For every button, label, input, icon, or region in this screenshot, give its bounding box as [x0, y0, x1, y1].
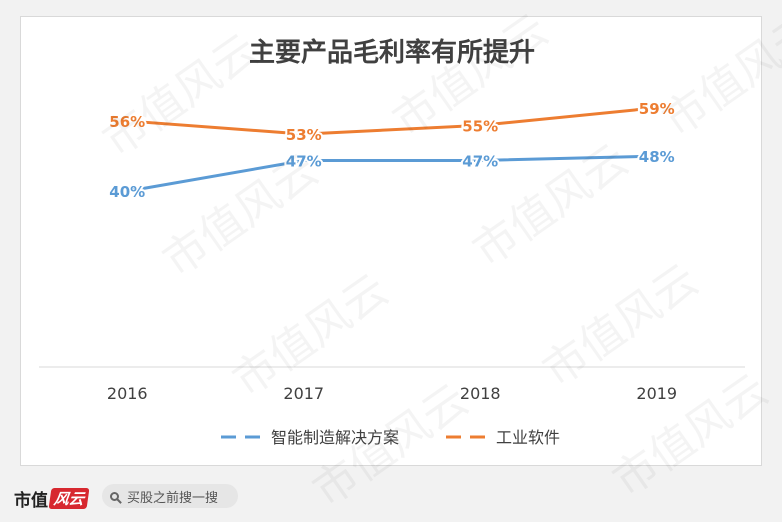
brand-logo[interactable]: 市值 风云: [14, 486, 90, 511]
data-label: 48%: [639, 148, 675, 166]
series-line-0: [126, 154, 657, 193]
logo-text: 市值: [14, 491, 48, 511]
series-line-1: [127, 106, 657, 136]
x-tick-label: 2017: [283, 384, 324, 403]
data-label: 55%: [462, 117, 498, 135]
legend-label-1: 工业软件: [496, 428, 560, 447]
data-label: 53%: [286, 126, 322, 144]
data-label: 47%: [286, 152, 322, 170]
x-tick-label: 2016: [107, 384, 148, 403]
footer-bar: 市值 风云 买股之前搜一搜: [0, 470, 782, 522]
chart-card: 主要产品毛利率有所提升 40% 47% 47% 48% 56% 53% 55% 59% 201…: [20, 16, 762, 466]
data-label: 40%: [109, 183, 145, 201]
data-label: 56%: [109, 113, 145, 131]
data-label: 59%: [639, 100, 675, 118]
chart-title: 主要产品毛利率有所提升: [249, 37, 535, 68]
x-tick-label: 2019: [636, 384, 677, 403]
search-placeholder: 买股之前搜一搜: [127, 490, 219, 506]
search-box[interactable]: 买股之前搜一搜: [102, 484, 238, 508]
data-label: 47%: [462, 152, 498, 170]
legend-label-0: 智能制造解决方案: [271, 428, 399, 447]
x-tick-label: 2018: [460, 384, 501, 403]
search-icon: [110, 491, 119, 501]
logo-mark: 风云: [48, 488, 90, 509]
line-chart: 主要产品毛利率有所提升 40% 47% 47% 48% 56% 53% 55% 59% 201…: [39, 37, 745, 447]
